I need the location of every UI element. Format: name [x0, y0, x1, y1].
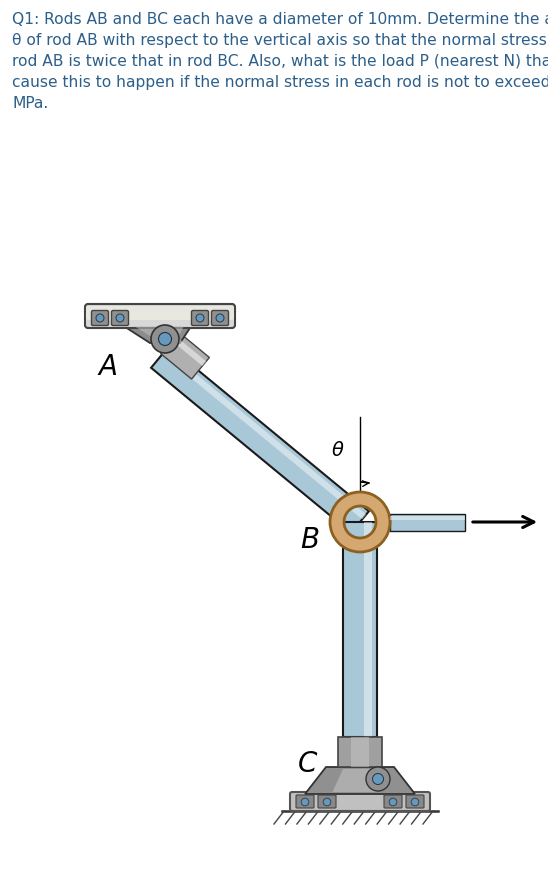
Circle shape	[96, 314, 104, 322]
Polygon shape	[390, 517, 465, 520]
Polygon shape	[390, 514, 465, 531]
FancyBboxPatch shape	[290, 792, 430, 811]
Polygon shape	[161, 332, 209, 379]
FancyBboxPatch shape	[406, 795, 424, 808]
Circle shape	[323, 798, 331, 806]
Circle shape	[366, 767, 390, 791]
Polygon shape	[305, 767, 415, 794]
Polygon shape	[162, 349, 366, 519]
Text: B: B	[300, 526, 319, 554]
FancyBboxPatch shape	[212, 310, 229, 325]
Circle shape	[301, 798, 309, 806]
Wedge shape	[330, 492, 390, 552]
Polygon shape	[333, 769, 376, 792]
Circle shape	[216, 314, 224, 322]
FancyBboxPatch shape	[318, 795, 336, 808]
Text: C: C	[298, 750, 318, 778]
Circle shape	[151, 325, 179, 353]
FancyBboxPatch shape	[92, 310, 109, 325]
FancyBboxPatch shape	[296, 795, 314, 808]
Polygon shape	[364, 522, 372, 737]
FancyBboxPatch shape	[191, 310, 208, 325]
Polygon shape	[134, 326, 184, 341]
Text: Q1: Rods AB and BC each have a diameter of 10mm. Determine the angle
θ of rod AB: Q1: Rods AB and BC each have a diameter …	[12, 12, 548, 111]
Polygon shape	[343, 522, 377, 737]
Circle shape	[389, 798, 397, 806]
Circle shape	[411, 798, 419, 806]
Text: A: A	[99, 353, 117, 381]
Polygon shape	[122, 325, 192, 343]
Polygon shape	[338, 737, 382, 767]
Circle shape	[116, 314, 124, 322]
Polygon shape	[351, 737, 369, 767]
FancyBboxPatch shape	[384, 795, 402, 808]
Polygon shape	[172, 336, 206, 366]
Text: θ: θ	[332, 440, 344, 460]
FancyBboxPatch shape	[86, 306, 234, 320]
FancyBboxPatch shape	[111, 310, 128, 325]
Circle shape	[196, 314, 204, 322]
FancyBboxPatch shape	[85, 304, 235, 328]
Circle shape	[373, 774, 384, 785]
Polygon shape	[151, 346, 369, 533]
Circle shape	[158, 332, 172, 346]
